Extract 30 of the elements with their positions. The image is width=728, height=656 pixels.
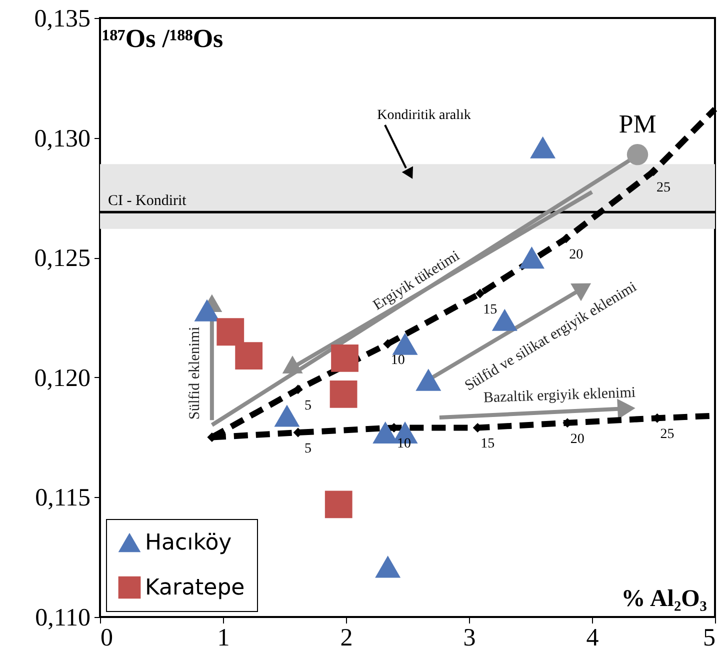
annotation: 25 <box>656 180 670 196</box>
annotation: Bazaltik ergiyik eklenimi <box>483 384 636 406</box>
y-axis-title: ¹⁸⁷Os /¹⁸⁸Os <box>102 24 224 53</box>
annotation: 25 <box>660 427 674 442</box>
x-tick-label: 2 <box>340 624 353 652</box>
annotation: 15 <box>483 302 498 318</box>
y-tick-label: 0,130 <box>34 125 90 152</box>
x-tick-label: 1 <box>217 624 230 652</box>
annotation: 15 <box>480 436 495 452</box>
x-tick-label: 4 <box>586 624 600 652</box>
annotation: 20 <box>570 432 584 447</box>
annotation: 5 <box>304 442 312 457</box>
y-tick-label: 0,135 <box>34 6 90 32</box>
annotation: Sülfid eklenimi <box>186 326 203 420</box>
x-tick-label: 3 <box>463 624 476 652</box>
y-tick-label: 0,110 <box>35 604 90 632</box>
x-tick-label: 5 <box>703 624 716 652</box>
legend-label: Karatepe <box>145 576 245 600</box>
ref-line-label: CI - Kondirit <box>108 193 188 210</box>
annotation: 10 <box>390 352 405 368</box>
y-tick-label: 0,125 <box>34 245 90 272</box>
annotation: PM <box>618 110 656 139</box>
x-axis-title: % Al₂O₃ <box>621 586 707 612</box>
legend-label: Hacıköy <box>145 530 232 556</box>
x-tick-label: 0 <box>100 624 113 652</box>
y-tick-label: 0,120 <box>34 364 90 392</box>
annotation: 5 <box>304 398 312 414</box>
band-label: Kondiritik aralık <box>377 108 471 123</box>
y-tick-label: 0,115 <box>35 484 90 512</box>
annotation: 20 <box>569 247 584 262</box>
